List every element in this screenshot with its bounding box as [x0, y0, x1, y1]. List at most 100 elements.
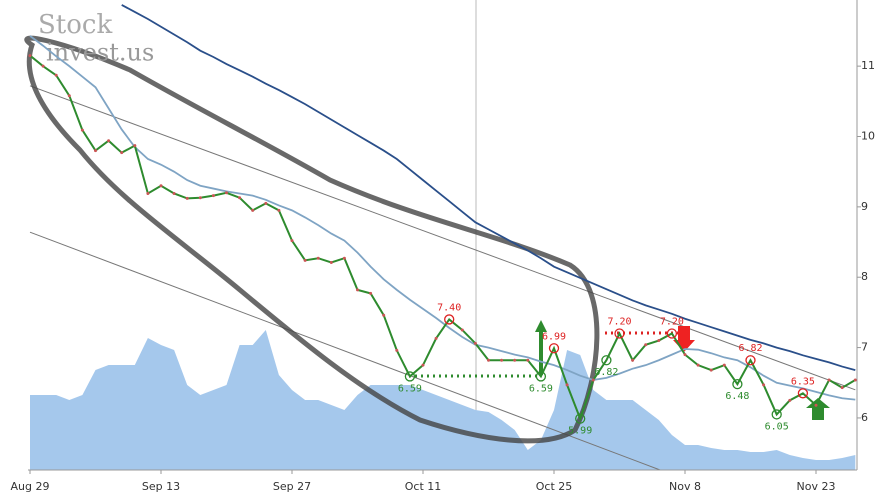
value-label: 6.99 — [542, 331, 566, 342]
pivot-point — [404, 371, 416, 382]
price-point — [814, 403, 818, 407]
price-point — [709, 368, 713, 372]
price-point — [722, 363, 726, 367]
pivot-point — [666, 328, 678, 339]
x-tick-label: Sep 27 — [273, 480, 311, 493]
pivot-point — [575, 413, 586, 424]
value-label: 7.20 — [660, 317, 684, 328]
value-label: 7.20 — [607, 317, 631, 328]
pivot-point — [444, 314, 455, 325]
price-point — [487, 358, 490, 362]
price-point — [303, 258, 307, 262]
price-point — [683, 353, 687, 357]
y-tick-label: 11 — [861, 59, 875, 72]
y-tick-label: 7 — [861, 341, 868, 354]
series-line — [121, 4, 856, 371]
price-point — [565, 383, 569, 387]
price-point — [251, 208, 255, 212]
value-label: 6.35 — [791, 376, 815, 387]
price-point — [146, 191, 150, 195]
pivot-point — [771, 409, 782, 420]
trendline — [29, 231, 661, 471]
y-tick-label: 10 — [861, 129, 875, 142]
price-point — [198, 196, 202, 200]
logo: Stock — [38, 10, 112, 40]
volume-area — [30, 330, 856, 470]
series-line — [29, 35, 856, 401]
price-point — [356, 288, 359, 292]
price-point — [185, 196, 189, 200]
price-point — [395, 348, 399, 352]
value-label: 5.99 — [568, 426, 592, 437]
y-tick-label: 6 — [861, 411, 868, 424]
pivot-point — [601, 355, 612, 366]
price-point — [54, 73, 58, 77]
price-point — [526, 358, 530, 362]
pivot-point — [797, 388, 809, 399]
value-label: 6.82 — [738, 343, 762, 354]
price-point — [696, 363, 700, 367]
value-label: 6.48 — [725, 391, 749, 402]
buy-arrow — [535, 320, 547, 375]
price-point — [67, 94, 71, 98]
price-point — [225, 191, 228, 195]
x-tick-label: Nov 8 — [669, 480, 701, 493]
price-point — [329, 260, 333, 264]
pivot-point — [535, 371, 547, 382]
price-point — [788, 398, 792, 402]
price-point — [853, 378, 857, 382]
pivot-point — [548, 343, 560, 354]
price-point — [500, 358, 504, 362]
price-point — [657, 339, 661, 343]
price-point — [107, 139, 111, 143]
price-point — [840, 386, 844, 390]
pivot-point — [614, 328, 625, 339]
y-tick-label: 8 — [861, 270, 868, 283]
price-point — [644, 343, 648, 347]
price-point — [316, 256, 320, 260]
price-point — [382, 313, 386, 317]
x-tick-label: Oct 25 — [536, 480, 573, 493]
logo: invest.us — [46, 39, 154, 67]
price-point — [460, 328, 464, 332]
price-point — [290, 239, 294, 243]
price-point — [342, 256, 346, 260]
price-point — [94, 149, 97, 153]
x-tick-label: Oct 11 — [405, 480, 442, 493]
value-label: 6.59 — [529, 383, 553, 394]
pivot-point — [745, 355, 756, 366]
series-line — [29, 54, 856, 422]
value-label: 6.59 — [398, 383, 422, 394]
value-label: 6.82 — [594, 367, 618, 378]
x-tick-label: Sep 13 — [142, 480, 180, 493]
price-point — [369, 291, 373, 295]
price-point — [41, 64, 45, 68]
price-point — [120, 151, 124, 155]
value-label: 7.40 — [437, 302, 461, 313]
price-point — [827, 378, 831, 382]
price-point — [172, 191, 176, 195]
price-point — [591, 378, 595, 382]
price-point — [28, 54, 32, 58]
price-point — [434, 336, 438, 340]
value-label: 6.05 — [765, 421, 789, 432]
price-point — [238, 196, 242, 200]
pivot-point — [732, 379, 743, 390]
price-point — [211, 194, 215, 198]
price-point — [513, 358, 517, 362]
buy-arrow — [806, 398, 830, 420]
price-point — [762, 383, 766, 387]
x-tick-label: Nov 23 — [797, 480, 836, 493]
y-tick-label: 9 — [861, 200, 868, 213]
x-tick-label: Aug 29 — [11, 480, 50, 493]
price-point — [473, 341, 477, 345]
trendline — [29, 85, 856, 391]
price-point — [631, 358, 635, 362]
price-point — [264, 201, 268, 205]
price-point — [421, 363, 425, 367]
price-point — [277, 208, 281, 212]
price-point — [80, 128, 84, 132]
price-point — [133, 144, 137, 148]
price-point — [159, 184, 163, 188]
